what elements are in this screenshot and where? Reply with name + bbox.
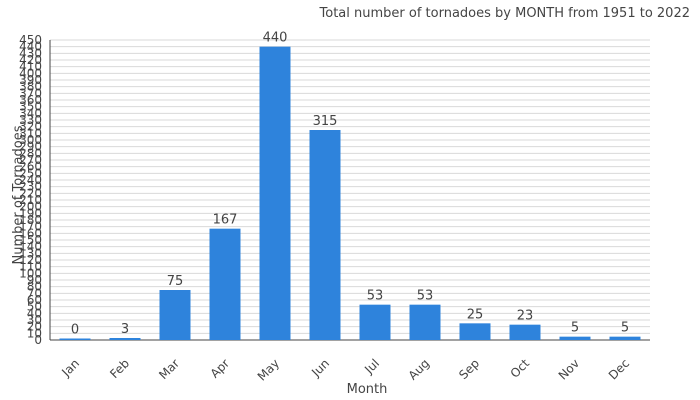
y-tick-label: 260 bbox=[19, 160, 42, 174]
y-tick-label: 400 bbox=[19, 66, 42, 80]
y-tick-label: 240 bbox=[19, 173, 42, 187]
x-tick-label: Oct bbox=[508, 356, 533, 381]
y-tick-label: 340 bbox=[19, 106, 42, 120]
x-tick-label: Jan bbox=[58, 356, 82, 380]
x-tick-label: Jun bbox=[308, 356, 332, 380]
x-axis-ticks: Jan Feb Mar Apr May Jun Jul Aug Sep Oct Nov Dec bbox=[58, 356, 632, 384]
y-tick-label: 80 bbox=[27, 280, 42, 294]
x-tick-label: Jul bbox=[361, 356, 382, 377]
y-tick-label: 370 bbox=[19, 86, 42, 100]
x-tick-label: Mar bbox=[156, 356, 182, 382]
bar-may bbox=[259, 46, 291, 341]
bar-sep bbox=[459, 323, 491, 340]
bar-value-label: 167 bbox=[213, 213, 238, 228]
y-tick-label: 30 bbox=[27, 313, 42, 327]
y-tick-label: 10 bbox=[27, 326, 42, 340]
y-tick-label: 410 bbox=[19, 60, 42, 74]
y-tick-label: 420 bbox=[19, 53, 42, 67]
y-tick-label: 330 bbox=[19, 113, 42, 127]
y-tick-label: 380 bbox=[19, 80, 42, 94]
y-tick-label: 230 bbox=[19, 180, 42, 194]
y-tick-label: 20 bbox=[27, 320, 42, 334]
y-tick-label: 390 bbox=[19, 73, 42, 87]
x-tick-label: May bbox=[255, 356, 282, 383]
y-tick-label: 130 bbox=[19, 246, 42, 260]
value-labels: 0 3 75 167 440 315 53 53 25 23 5 5 bbox=[71, 31, 629, 338]
y-tick-label: 90 bbox=[27, 273, 42, 287]
y-tick-label: 100 bbox=[19, 266, 42, 280]
y-tick-label: 450 bbox=[19, 33, 42, 47]
bar-value-label: 25 bbox=[467, 307, 484, 322]
x-tick-label: Feb bbox=[107, 356, 132, 381]
x-tick-label: Nov bbox=[556, 356, 582, 382]
bar-oct bbox=[509, 324, 541, 340]
bar-feb bbox=[109, 338, 141, 340]
y-tick-label: 290 bbox=[19, 140, 42, 154]
y-tick-label: 70 bbox=[27, 286, 42, 300]
bar-nov bbox=[559, 336, 591, 340]
x-tick-label: Apr bbox=[208, 356, 233, 381]
y-tick-label: 160 bbox=[19, 226, 42, 240]
y-tick-label: 220 bbox=[19, 186, 42, 200]
bar-jan bbox=[59, 338, 91, 340]
x-axis-title: Month bbox=[347, 382, 388, 397]
y-tick-label: 440 bbox=[19, 40, 42, 54]
y-tick-label: 0 bbox=[34, 333, 42, 347]
y-tick-label: 430 bbox=[19, 46, 42, 60]
y-tick-label: 50 bbox=[27, 300, 42, 314]
y-tick-label: 300 bbox=[19, 133, 42, 147]
x-tick-label: Aug bbox=[406, 356, 432, 382]
y-tick-label: 280 bbox=[19, 146, 42, 160]
y-tick-label: 190 bbox=[19, 206, 42, 220]
bar-value-label: 5 bbox=[621, 321, 629, 336]
y-tick-label: 140 bbox=[19, 240, 42, 254]
y-tick-label: 310 bbox=[19, 126, 42, 140]
bar-value-label: 23 bbox=[517, 309, 534, 324]
y-tick-label: 170 bbox=[19, 220, 42, 234]
bar-value-label: 3 bbox=[121, 322, 129, 337]
bar-mar bbox=[159, 290, 191, 340]
y-axis-title: Number of Tornadoes bbox=[11, 125, 26, 264]
bars bbox=[59, 46, 641, 341]
bar-value-label: 53 bbox=[417, 289, 434, 304]
y-axis-ticks: 0102030405060708090100110120130140150160… bbox=[19, 33, 42, 347]
bar-value-label: 0 bbox=[71, 323, 79, 338]
y-tick-label: 320 bbox=[19, 120, 42, 134]
bar-jun bbox=[309, 130, 341, 340]
bar-jul bbox=[359, 304, 391, 340]
bar-value-label: 75 bbox=[167, 274, 184, 289]
y-tick-label: 150 bbox=[19, 233, 42, 247]
bar-value-label: 53 bbox=[367, 289, 384, 304]
bar-value-label: 315 bbox=[313, 114, 338, 129]
y-tick-label: 180 bbox=[19, 213, 42, 227]
y-tick-label: 270 bbox=[19, 153, 42, 167]
y-tick-label: 60 bbox=[27, 293, 42, 307]
x-tick-label: Sep bbox=[456, 356, 482, 382]
y-tick-label: 40 bbox=[27, 306, 42, 320]
y-tick-label: 250 bbox=[19, 166, 42, 180]
bar-value-label: 5 bbox=[571, 321, 579, 336]
y-tick-label: 110 bbox=[19, 260, 42, 274]
gridlines bbox=[50, 39, 650, 341]
y-tick-label: 120 bbox=[19, 253, 42, 267]
x-tick-label: Dec bbox=[606, 356, 632, 382]
chart-title: Total number of tornadoes by MONTH from … bbox=[319, 6, 690, 21]
bar-value-label: 440 bbox=[263, 31, 288, 46]
y-tick-label: 210 bbox=[19, 193, 42, 207]
bar-apr bbox=[209, 228, 241, 340]
y-tick-label: 360 bbox=[19, 93, 42, 107]
y-tick-label: 200 bbox=[19, 200, 42, 214]
y-tick-label: 350 bbox=[19, 100, 42, 114]
bar-dec bbox=[609, 336, 641, 340]
bar-aug bbox=[409, 304, 441, 340]
